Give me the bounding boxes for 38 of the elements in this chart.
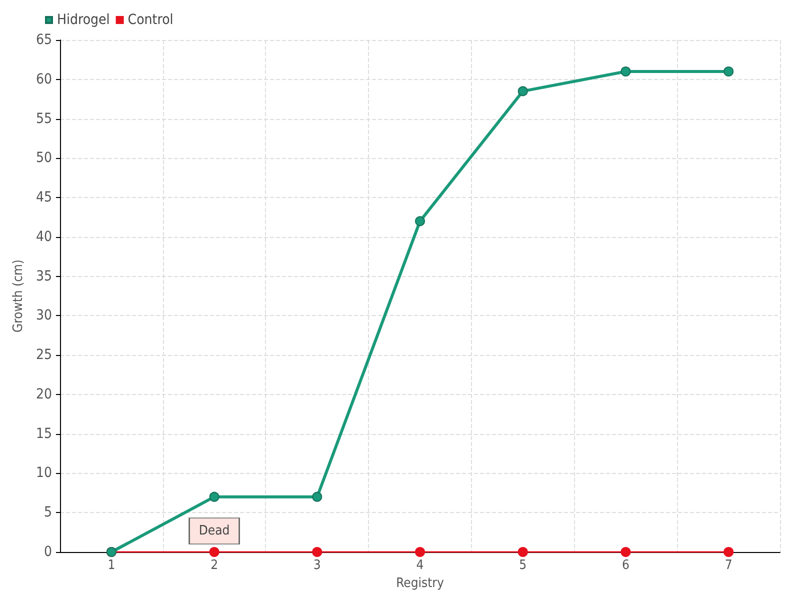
x-axis-title: Registry — [396, 576, 444, 591]
y-tick-label: 55 — [36, 110, 52, 127]
x-tick-label: 5 — [519, 558, 527, 573]
y-tick-label: 65 — [36, 32, 52, 48]
y-tick-label: 40 — [36, 228, 52, 245]
point — [518, 86, 528, 96]
y-tick-label: 45 — [36, 190, 52, 206]
y-tick-label: 0 — [44, 544, 52, 560]
y-tick-label: 25 — [36, 347, 52, 364]
point — [620, 66, 631, 77]
x-tick-label: 2 — [210, 558, 218, 573]
x-tick-label: 1 — [108, 558, 116, 573]
point — [415, 216, 425, 226]
y-tick-label: 10 — [36, 465, 52, 482]
point — [724, 66, 734, 77]
y-tick-label: 60 — [36, 71, 52, 88]
point — [518, 547, 528, 557]
legend-label: Hidrogel — [57, 12, 110, 28]
point — [415, 547, 425, 557]
legend-label: Control — [128, 12, 174, 28]
point — [620, 547, 631, 557]
x-tick-label: 7 — [724, 558, 732, 573]
point — [209, 547, 220, 557]
y-tick-label: 15 — [36, 426, 52, 442]
point — [209, 492, 220, 502]
y-tick-label: 5 — [44, 504, 52, 521]
y-tick-label: 20 — [36, 386, 52, 402]
y-tick-label: 50 — [36, 150, 52, 166]
point — [724, 547, 734, 557]
y-tick-label: 35 — [36, 268, 52, 284]
annotation: Dead — [198, 524, 230, 538]
x-tick-label: 3 — [313, 558, 321, 573]
x-tick-label: 6 — [622, 558, 630, 573]
x-tick-label: 4 — [416, 558, 424, 573]
y-axis-title: Growth (cm) — [11, 260, 26, 332]
point — [312, 547, 322, 557]
point — [312, 492, 322, 502]
y-tick-label: 30 — [36, 308, 52, 324]
